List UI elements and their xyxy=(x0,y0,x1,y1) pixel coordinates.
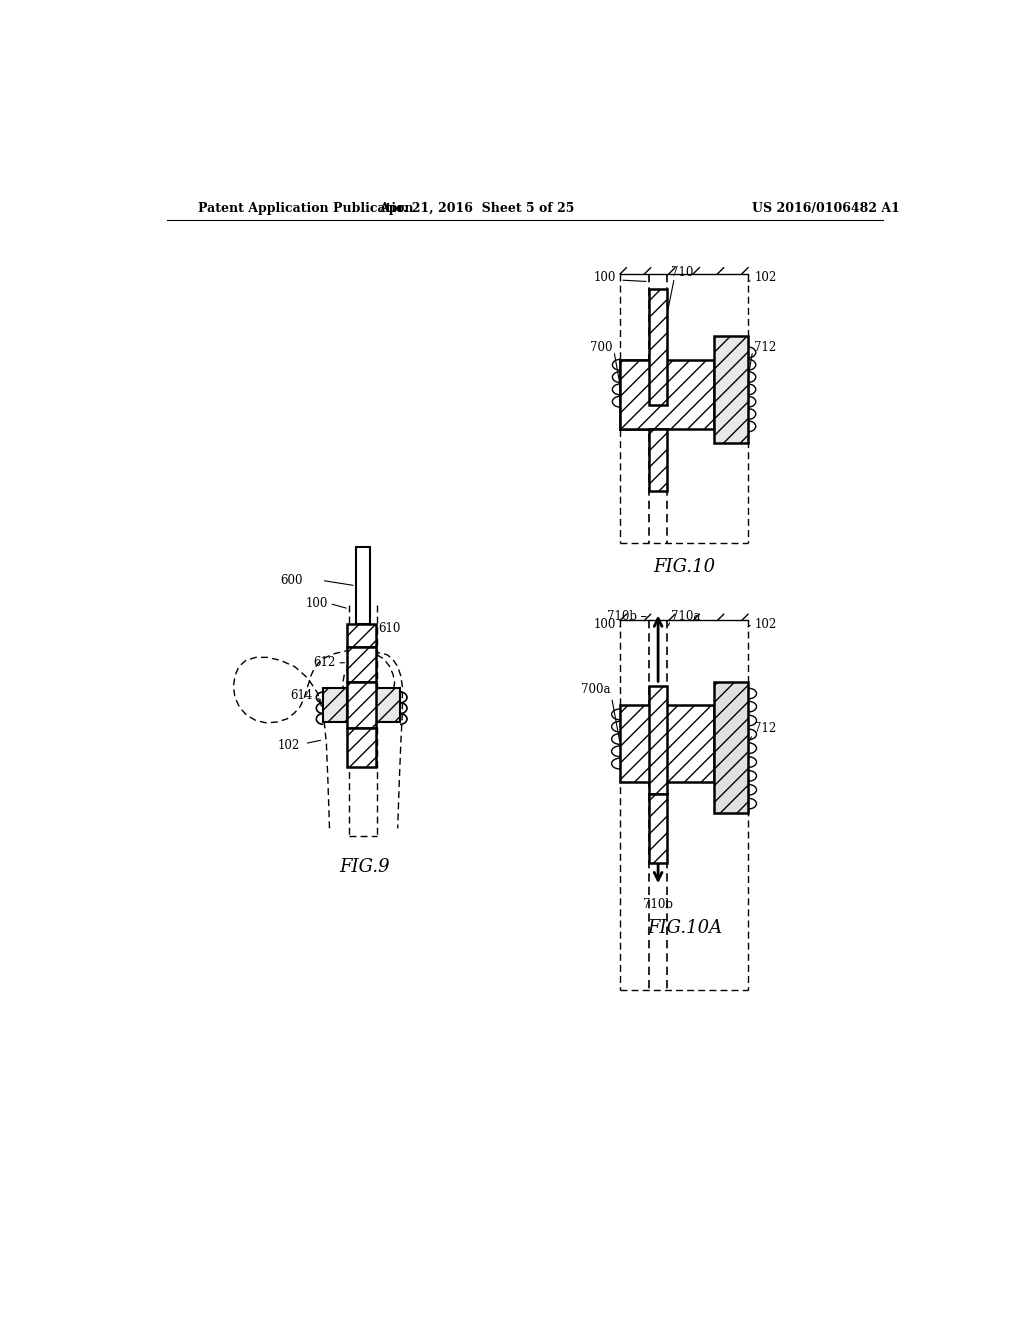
Text: Apr. 21, 2016  Sheet 5 of 25: Apr. 21, 2016 Sheet 5 of 25 xyxy=(379,202,574,215)
Bar xyxy=(324,688,347,722)
Bar xyxy=(347,682,376,729)
Text: 710b: 710b xyxy=(607,610,637,623)
Text: 710: 710 xyxy=(671,265,693,279)
Bar xyxy=(347,647,376,682)
Text: 614: 614 xyxy=(290,689,312,702)
Bar xyxy=(649,429,668,491)
Text: 612: 612 xyxy=(313,656,336,669)
Text: 102: 102 xyxy=(755,271,776,284)
Bar xyxy=(649,360,668,429)
Bar xyxy=(649,686,668,793)
Text: 710a: 710a xyxy=(671,610,699,623)
Text: 712: 712 xyxy=(755,341,776,354)
Text: 100: 100 xyxy=(305,597,328,610)
Text: Patent Application Publication: Patent Application Publication xyxy=(198,202,414,215)
Text: FIG.10A: FIG.10A xyxy=(647,920,722,937)
Text: 610: 610 xyxy=(378,622,400,635)
Bar xyxy=(649,793,668,863)
Bar xyxy=(347,624,376,647)
Bar xyxy=(714,335,748,444)
Text: 710b: 710b xyxy=(643,898,673,911)
Text: FIG.10: FIG.10 xyxy=(653,557,716,576)
Text: 102: 102 xyxy=(278,739,300,751)
Bar xyxy=(376,688,400,722)
Text: 100: 100 xyxy=(594,618,616,631)
Text: 600: 600 xyxy=(280,574,302,587)
Bar xyxy=(621,360,649,429)
Bar xyxy=(621,360,714,429)
Bar xyxy=(649,289,668,405)
Text: US 2016/0106482 A1: US 2016/0106482 A1 xyxy=(752,202,899,215)
Text: 100: 100 xyxy=(594,271,616,284)
Text: 700a: 700a xyxy=(581,684,610,696)
Text: FIG.9: FIG.9 xyxy=(339,858,390,875)
Bar xyxy=(347,729,376,767)
Text: 102: 102 xyxy=(755,618,776,631)
Bar xyxy=(621,705,714,781)
Text: 712: 712 xyxy=(755,722,776,735)
Bar xyxy=(714,682,748,813)
Text: 700: 700 xyxy=(590,341,612,354)
Bar xyxy=(356,548,370,624)
